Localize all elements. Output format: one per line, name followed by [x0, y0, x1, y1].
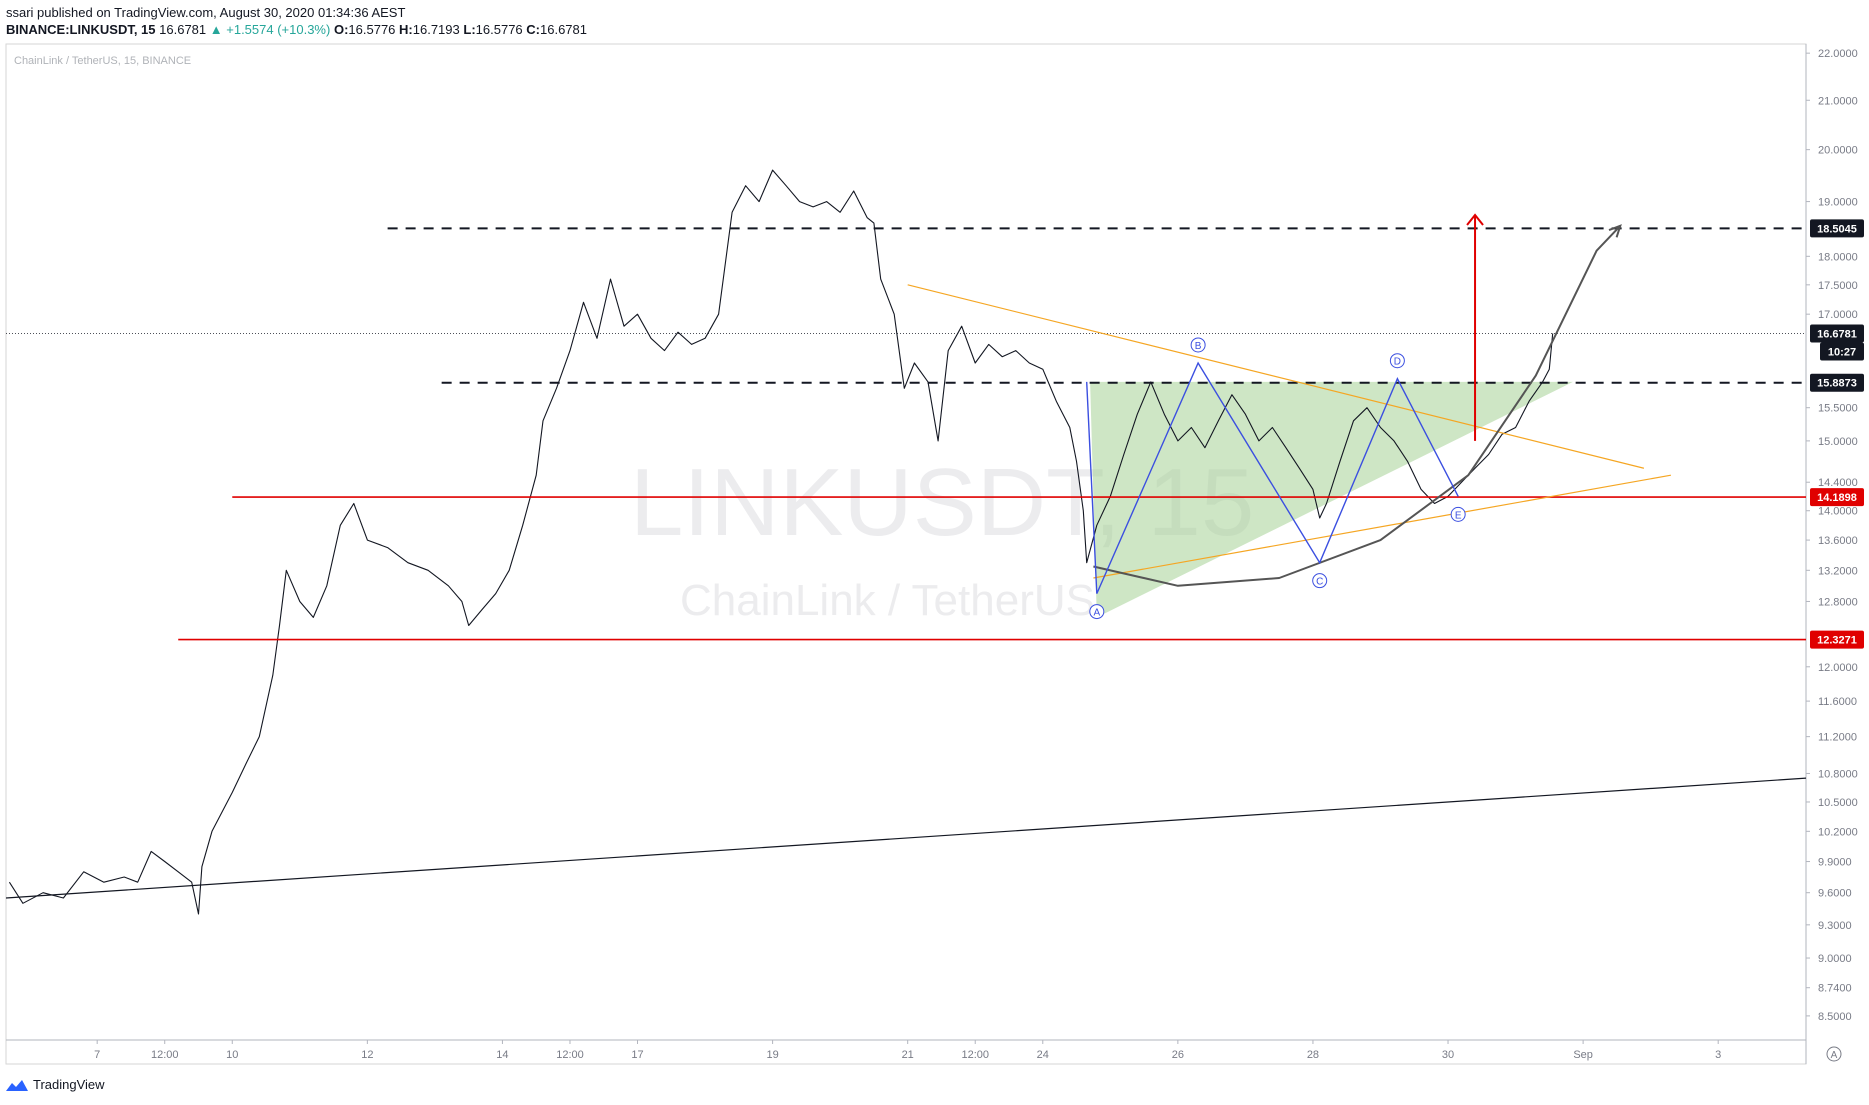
legend-label: ChainLink / TetherUS, 15, BINANCE [14, 55, 191, 67]
symbol-info-line: BINANCE:LINKUSDT, 15 16.6781 ▲ +1.5574 (… [6, 22, 587, 37]
wave-label-c: C [1316, 577, 1323, 588]
x-tick-label: 12 [361, 1049, 373, 1061]
price-label-text: 14.1898 [1817, 492, 1857, 504]
x-tick-label: 12:00 [961, 1049, 989, 1061]
publish-line: ssari published on TradingView.com, Augu… [6, 5, 406, 20]
y-tick-label: 14.0000 [1818, 506, 1858, 518]
price-series-layer [6, 169, 1806, 915]
price-label-box [1810, 324, 1864, 343]
y-tick-label: 13.6000 [1818, 535, 1858, 547]
wave-label-a: A [1093, 608, 1100, 619]
x-tick-label: 3 [1715, 1049, 1721, 1061]
wave-marker-a [1089, 604, 1105, 620]
wave-marker-b [1190, 337, 1206, 353]
price-label-text: 16.6781 [1817, 329, 1857, 341]
symbol-label[interactable]: BINANCE:LINKUSDT, 15 [6, 22, 156, 37]
wave-marker-d [1389, 353, 1405, 369]
x-tick-label: 12:00 [151, 1049, 179, 1061]
y-tick-label: 14.4000 [1818, 477, 1858, 489]
auto-scale-button[interactable] [1826, 1046, 1842, 1062]
long-trendline [5, 777, 1807, 899]
y-tick-label: 19.0000 [1818, 197, 1858, 209]
target-arrow-head [1466, 213, 1484, 226]
price-label-text: 12.3271 [1817, 635, 1857, 647]
y-tick-label: 10.5000 [1818, 797, 1858, 809]
ohlc-low: 16.5776 [475, 22, 523, 37]
x-tick-label: 10 [226, 1049, 238, 1061]
wave-marker-c [1312, 573, 1328, 589]
price-label-box [1810, 630, 1864, 649]
y-tick-label: 12.0000 [1818, 662, 1858, 674]
x-tick-label: 17 [631, 1049, 643, 1061]
brand-name: TradingView [33, 1077, 105, 1092]
x-tick-label: 14 [496, 1049, 508, 1061]
wave-label-d: D [1394, 357, 1401, 368]
x-tick-label: 12:00 [556, 1049, 584, 1061]
price-label-box [1810, 488, 1864, 507]
price-series-line [8, 169, 1554, 915]
x-tick-label: 28 [1307, 1049, 1319, 1061]
y-tick-label: 18.0000 [1818, 251, 1858, 263]
name-watermark: ChainLink / TetherUS [680, 576, 1095, 625]
arc-arrowhead [1608, 224, 1622, 238]
ohlc-high: 16.7193 [412, 22, 460, 37]
price-label-box [1810, 373, 1864, 392]
wave-label-e: E [1455, 510, 1462, 521]
x-tick-label: 19 [766, 1049, 778, 1061]
y-tick-label: 11.6000 [1818, 696, 1857, 708]
countdown-box [1820, 342, 1864, 361]
x-tick-label: 7 [94, 1049, 100, 1061]
last-price: 16.6781 [159, 22, 207, 37]
ohlc-open: 16.5776 [348, 22, 396, 37]
y-tick-label: 20.0000 [1818, 145, 1858, 157]
wave-marker-e [1450, 506, 1466, 522]
y-tick-label: 13.2000 [1818, 565, 1858, 577]
abcde-pattern-line [1086, 361, 1459, 594]
y-tick-label: 8.5000 [1818, 1011, 1852, 1023]
price-label-text: 18.5045 [1817, 223, 1857, 235]
y-tick-label: 21.0000 [1818, 95, 1858, 107]
y-tick-label: 15.0000 [1818, 436, 1858, 448]
x-tick-label: 30 [1442, 1049, 1454, 1061]
ohlc-close: 16.6781 [540, 22, 587, 37]
y-tick-label: 10.2000 [1818, 826, 1858, 838]
drawing-zone-layer [1090, 381, 1573, 618]
price-label-box [1810, 219, 1864, 238]
y-tick-label: 9.3000 [1818, 920, 1852, 932]
y-tick-label: 9.0000 [1818, 953, 1852, 965]
price-change: ▲ +1.5574 (+10.3%) [209, 22, 331, 37]
y-tick-label: 17.5000 [1818, 280, 1858, 292]
cup-arc [1093, 225, 1622, 587]
auto-scale-label[interactable]: A [1831, 1050, 1838, 1061]
price-label-text: 15.8873 [1817, 378, 1857, 390]
tradingview-logo-icon [6, 1079, 28, 1091]
y-tick-label: 8.7400 [1818, 983, 1852, 995]
orange-trendline-upper [907, 284, 1645, 469]
orange-trendline-lower [1093, 474, 1672, 579]
y-tick-label: 10.8000 [1818, 768, 1858, 780]
y-tick-label: 22.0000 [1818, 48, 1858, 60]
triangle-zone [1090, 381, 1573, 618]
chart-pane[interactable] [5, 43, 1807, 1065]
y-tick-label: 15.5000 [1818, 403, 1858, 415]
y-tick-label: 12.8000 [1818, 596, 1858, 608]
axes-layer: 8.5000 8.7400 9.0000 9.3000 9.6000 9.9000 10.2… [94, 48, 1864, 1061]
drawings-layer: A B C D E [5, 213, 1807, 899]
wave-label-b: B [1195, 341, 1202, 352]
y-tick-label: 9.9000 [1818, 857, 1852, 869]
x-tick-label: 26 [1172, 1049, 1184, 1061]
x-tick-label: 24 [1037, 1049, 1049, 1061]
y-tick-label: 17.0000 [1818, 309, 1858, 321]
x-tick-label: 21 [902, 1049, 914, 1061]
y-tick-label: 11.2000 [1818, 732, 1857, 744]
y-tick-label: 9.6000 [1818, 888, 1852, 900]
x-tick-label: Sep [1573, 1049, 1593, 1061]
tradingview-brand[interactable]: TradingView [6, 1077, 105, 1092]
countdown-text: 10:27 [1828, 347, 1856, 359]
